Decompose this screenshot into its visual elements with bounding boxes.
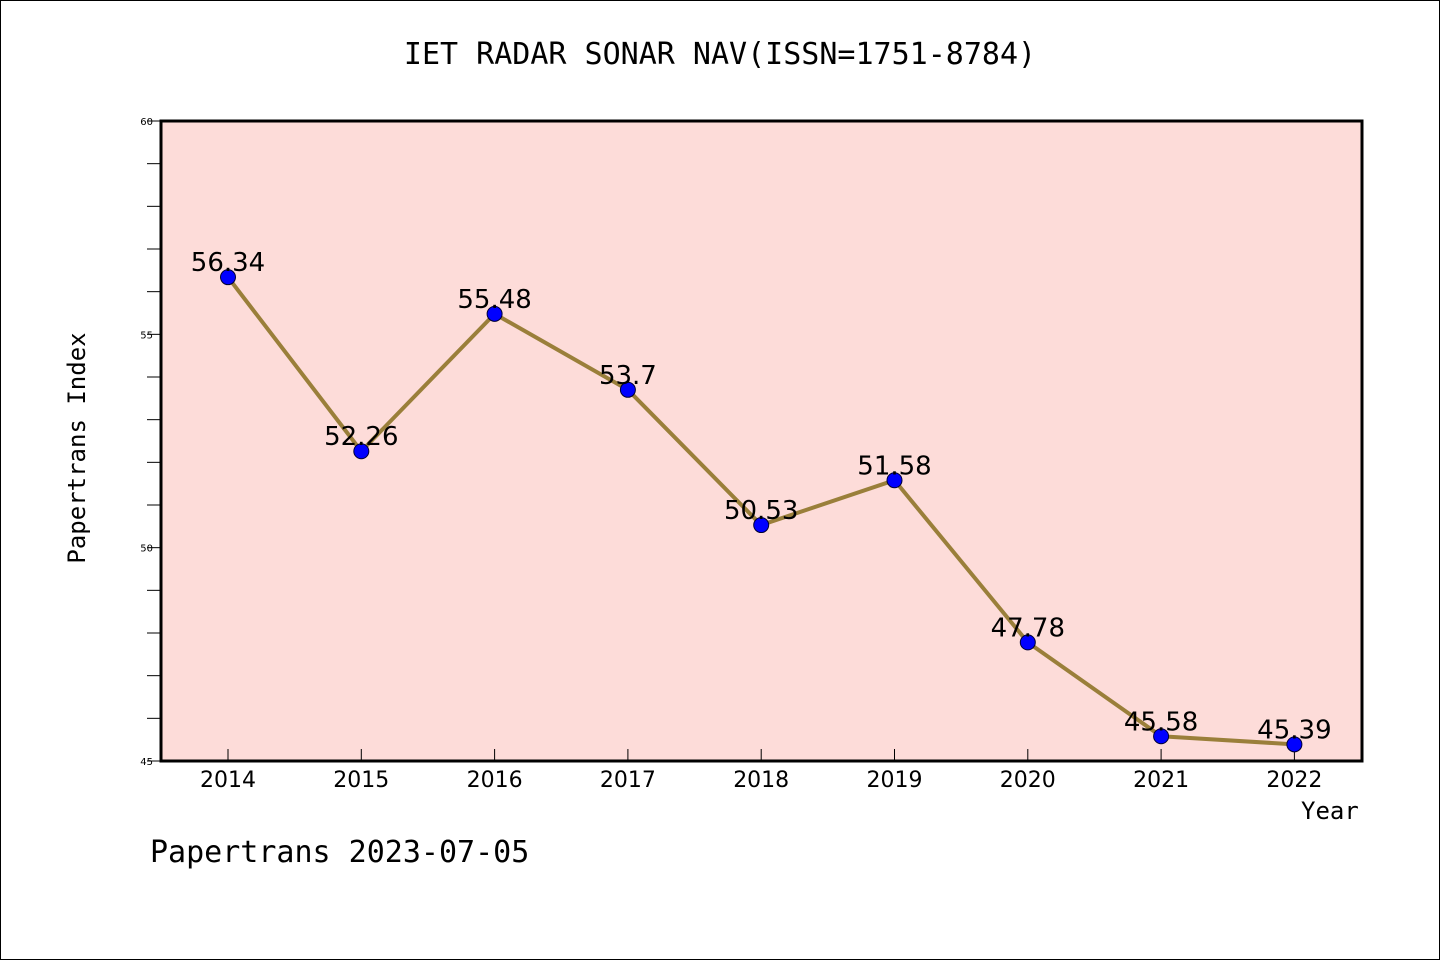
data-point [220,269,236,286]
data-label: 55.48 [457,285,531,315]
x-tick-label: 2021 [1133,768,1189,793]
x-tick-label: 2018 [733,768,789,793]
footer-text: Papertrans 2023-07-05 [150,835,530,870]
data-label: 45.39 [1257,715,1331,745]
y-tick-label: 60 [140,117,153,128]
x-tick-label: 2014 [200,768,256,793]
data-point [353,443,370,460]
chart-title: IET RADAR SONAR NAV(ISSN=1751-8784) [403,37,1037,72]
data-label: 51.58 [857,451,931,481]
plot-frame [159,119,1364,763]
data-point [619,381,636,398]
data-label: 56.34 [191,248,265,278]
data-label: 47.78 [991,613,1065,643]
y-tick-label: 45 [140,757,153,768]
x-axis-label: Year [1301,797,1359,825]
data-point [1019,634,1036,651]
x-tick-label: 2016 [467,768,523,793]
y-tick-label: 50 [140,544,153,555]
x-tick-label: 2022 [1266,768,1322,793]
data-point [886,472,903,489]
data-label: 50.53 [724,496,798,526]
x-tick-label: 2020 [1000,768,1056,793]
data-point [1286,736,1303,753]
data-label: 53.7 [599,361,657,391]
data-point [753,517,770,534]
data-label: 45.58 [1124,707,1198,737]
y-tick-label: 55 [140,330,153,341]
data-label: 52.26 [324,422,398,452]
x-tick-label: 2017 [600,768,656,793]
x-tick-label: 2015 [333,768,389,793]
plot-area [161,121,1362,761]
x-tick-label: 2019 [867,768,923,793]
data-point [1153,728,1170,745]
data-point [486,305,503,322]
